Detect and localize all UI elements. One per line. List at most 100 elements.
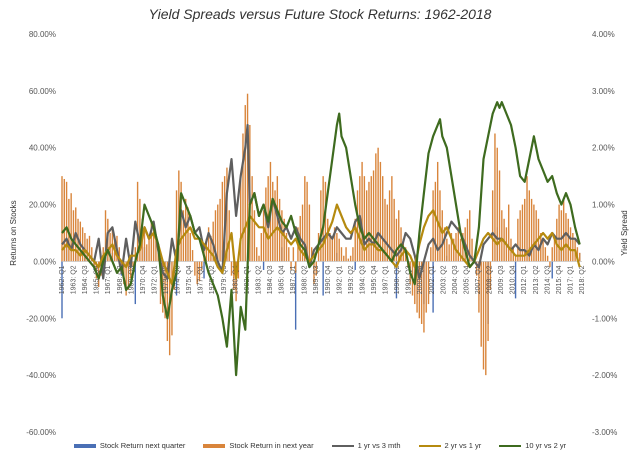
bar bbox=[354, 218, 356, 262]
bar bbox=[340, 247, 343, 262]
category-label: 2013: Q2 bbox=[533, 265, 540, 294]
category-label: 1979: Q3 bbox=[221, 265, 228, 294]
category-label: 1994: Q3 bbox=[359, 265, 366, 294]
category-label: 1995: Q4 bbox=[371, 265, 378, 294]
bar bbox=[347, 258, 350, 262]
bar bbox=[198, 261, 201, 282]
legend-item: Stock Return next quarter bbox=[73, 441, 185, 450]
left-tick-label: 60.00% bbox=[29, 87, 56, 96]
bar bbox=[91, 247, 93, 262]
bar bbox=[436, 161, 439, 262]
bar bbox=[478, 261, 480, 313]
bar bbox=[84, 233, 86, 262]
bar bbox=[221, 181, 224, 262]
bar bbox=[514, 261, 517, 299]
bar bbox=[159, 261, 162, 305]
bar bbox=[123, 261, 125, 285]
bar bbox=[320, 190, 322, 262]
bar bbox=[97, 261, 100, 288]
category-label: 2003: Q2 bbox=[440, 265, 447, 294]
bar bbox=[265, 187, 267, 262]
right-tick-label: 1.00% bbox=[592, 201, 615, 210]
bar bbox=[384, 198, 386, 262]
bar bbox=[453, 238, 455, 262]
right-tick-label: -1.00% bbox=[592, 314, 617, 323]
left-tick-label: -20.00% bbox=[26, 314, 56, 323]
left-tick-label: 80.00% bbox=[29, 30, 56, 39]
bar bbox=[70, 193, 72, 262]
bar bbox=[175, 261, 178, 296]
category-label: 1984: Q3 bbox=[267, 265, 274, 294]
legend-swatch bbox=[203, 443, 226, 448]
legend-label: Stock Return in next year bbox=[229, 441, 314, 450]
category-label: 2002: Q1 bbox=[429, 265, 436, 294]
bar bbox=[143, 227, 146, 262]
bar bbox=[368, 181, 370, 262]
bar bbox=[324, 181, 327, 262]
bar bbox=[235, 261, 237, 302]
bar bbox=[281, 210, 283, 262]
bar bbox=[288, 247, 290, 262]
category-label: 2005: Q4 bbox=[463, 265, 470, 294]
right-tick-label: -3.00% bbox=[592, 428, 617, 437]
bar bbox=[432, 261, 434, 313]
bar bbox=[301, 204, 304, 262]
bar bbox=[258, 255, 260, 262]
bar bbox=[294, 261, 297, 330]
bar bbox=[551, 247, 553, 262]
bar bbox=[535, 210, 537, 262]
bar bbox=[194, 261, 196, 276]
bar bbox=[228, 210, 230, 262]
bar bbox=[322, 261, 324, 296]
category-label: 1964: Q3 bbox=[82, 265, 89, 294]
bar bbox=[327, 218, 329, 262]
category-label: 1985: Q4 bbox=[279, 265, 286, 294]
bar bbox=[420, 261, 423, 324]
category-label: 1963: Q2 bbox=[71, 265, 78, 294]
left-tick-label: 20.00% bbox=[29, 201, 56, 210]
bar bbox=[72, 210, 75, 262]
bar bbox=[139, 198, 141, 262]
bar bbox=[132, 261, 134, 268]
bar bbox=[553, 238, 556, 262]
bar bbox=[446, 238, 448, 262]
bar bbox=[519, 210, 521, 262]
bar bbox=[546, 255, 549, 262]
left-tick-label: 0.00% bbox=[33, 257, 56, 266]
bar bbox=[398, 210, 400, 262]
category-label: 1990: Q4 bbox=[325, 265, 332, 294]
legend-label: 10 yr vs 2 yr bbox=[525, 441, 567, 450]
series-line bbox=[61, 101, 581, 377]
bar bbox=[338, 238, 340, 262]
category-label: 2018: Q2 bbox=[579, 265, 586, 294]
category-label: 1983: Q2 bbox=[255, 265, 262, 294]
bar bbox=[507, 204, 510, 262]
bar bbox=[239, 176, 242, 262]
right-axis-title: Yield Spread bbox=[620, 210, 629, 256]
bar bbox=[448, 244, 450, 262]
bar bbox=[496, 147, 498, 262]
bar bbox=[501, 210, 503, 262]
bar bbox=[423, 261, 425, 333]
bar bbox=[402, 238, 405, 262]
bar bbox=[432, 190, 434, 262]
bar bbox=[560, 210, 563, 262]
left-axis-title: Returns on Stocks bbox=[9, 200, 18, 265]
bar bbox=[372, 170, 375, 262]
bar bbox=[393, 198, 395, 262]
bar bbox=[345, 247, 347, 262]
bar bbox=[485, 261, 487, 376]
bar bbox=[187, 207, 189, 262]
bar bbox=[379, 161, 382, 262]
bar bbox=[386, 204, 388, 262]
bar bbox=[482, 261, 485, 370]
bar bbox=[253, 210, 256, 262]
bar bbox=[237, 261, 240, 279]
category-label: 1972: Q1 bbox=[151, 265, 158, 294]
bar bbox=[262, 210, 265, 262]
bar bbox=[185, 198, 187, 262]
bar bbox=[365, 190, 368, 262]
bar bbox=[104, 210, 107, 262]
bar bbox=[498, 170, 501, 262]
category-label: 2012: Q1 bbox=[521, 265, 528, 294]
